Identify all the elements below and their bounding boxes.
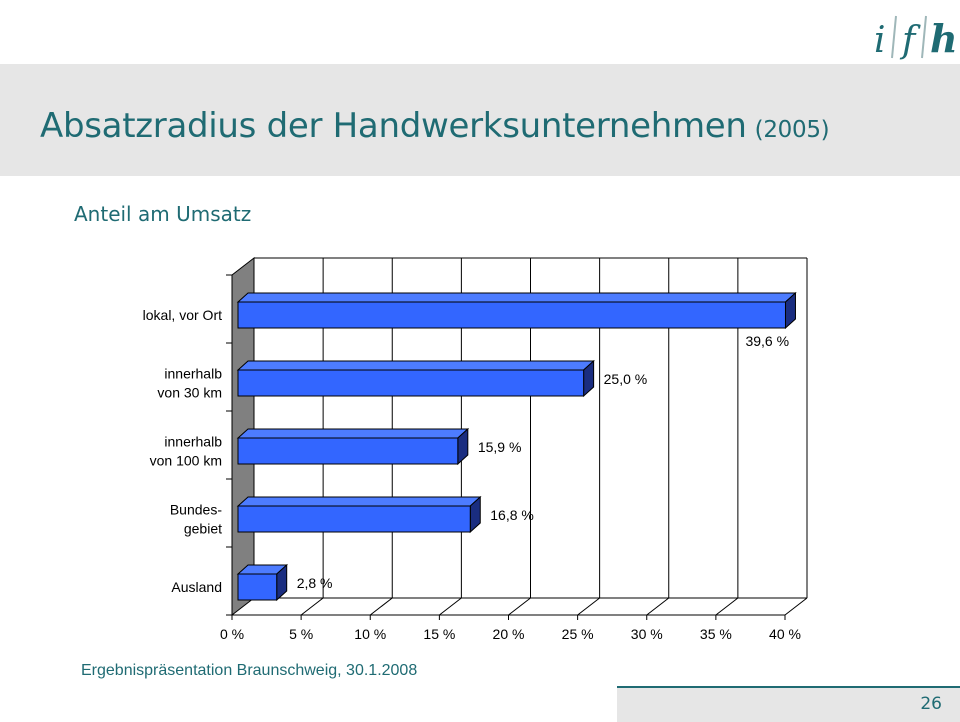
x-tick-label: 20 %: [493, 626, 525, 642]
x-gridline-floor: [300, 597, 324, 616]
bar-value-label: 39,6 %: [745, 333, 789, 349]
category-label: innerhalb: [164, 366, 222, 382]
x-gridline-floor: [369, 597, 393, 616]
category-label: von 30 km: [157, 385, 222, 401]
page-number: 26: [920, 694, 942, 714]
title-band: [0, 64, 960, 176]
svg-text:i: i: [874, 20, 886, 61]
category-label: lokal, vor Ort: [143, 307, 222, 323]
category-label: Bundes-: [170, 502, 222, 518]
x-tick-label: 0 %: [220, 626, 244, 642]
bar-value-label: 15,9 %: [478, 439, 522, 455]
chart-subtitle: Anteil am Umsatz: [74, 202, 252, 226]
page-title-text: Absatzradius der Handwerksunternehmen: [40, 106, 747, 146]
ifh-logo: i f h: [874, 15, 958, 61]
category-label: innerhalb: [164, 434, 222, 450]
bar-top: [236, 428, 470, 439]
category-label: von 100 km: [150, 453, 222, 469]
x-gridline-floor: [577, 597, 600, 616]
bar: [237, 437, 459, 465]
x-tick-label: 40 %: [769, 626, 801, 642]
bar: [237, 573, 278, 601]
bar-value-label: 16,8 %: [490, 507, 534, 523]
footer-text: Ergebnispräsentation Braunschweig, 30.1.…: [81, 662, 418, 679]
x-tick-label: 30 %: [631, 626, 663, 642]
x-gridline-floor: [784, 597, 808, 616]
x-tick-label: 25 %: [562, 626, 594, 642]
x-tick-label: 10 %: [354, 626, 386, 642]
x-tick-label: 5 %: [289, 626, 313, 642]
page-title: Absatzradius der Handwerksunternehmen (20…: [40, 106, 830, 146]
bar-top: [236, 360, 595, 371]
page-number-bar: 26: [617, 686, 960, 722]
bar-top: [236, 292, 797, 303]
x-gridline-floor: [508, 597, 531, 616]
x-tick-label: 15 %: [423, 626, 455, 642]
bar-value-label: 25,0 %: [604, 371, 648, 387]
x-tick-label: 35 %: [700, 626, 732, 642]
x-gridline-floor: [646, 597, 670, 616]
page-title-year: (2005): [754, 117, 830, 143]
bar-top: [236, 496, 482, 507]
x-gridline-floor: [439, 597, 462, 616]
bar: [237, 369, 585, 397]
category-label: gebiet: [184, 521, 222, 537]
category-label: Ausland: [171, 579, 222, 595]
svg-text:h: h: [930, 16, 958, 61]
x-gridline-floor: [715, 597, 739, 616]
bar: [237, 301, 786, 329]
bar: [237, 505, 471, 533]
bar-value-label: 2,8 %: [297, 575, 333, 591]
